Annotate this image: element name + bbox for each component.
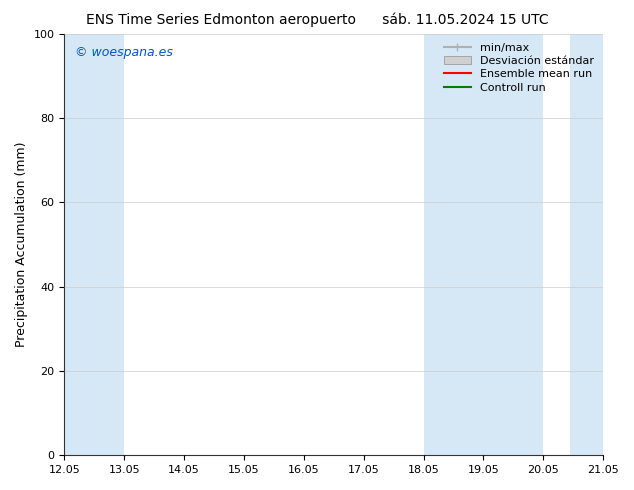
Legend: min/max, Desviación estándar, Ensemble mean run, Controll run: min/max, Desviación estándar, Ensemble m…: [440, 39, 598, 96]
Text: © woespana.es: © woespana.es: [75, 47, 173, 59]
Bar: [424, 34, 543, 455]
Y-axis label: Precipitation Accumulation (mm): Precipitation Accumulation (mm): [15, 142, 28, 347]
Bar: [64, 34, 124, 455]
Text: ENS Time Series Edmonton aeropuerto      sáb. 11.05.2024 15 UTC: ENS Time Series Edmonton aeropuerto sáb.…: [86, 12, 548, 27]
Bar: [570, 34, 633, 455]
